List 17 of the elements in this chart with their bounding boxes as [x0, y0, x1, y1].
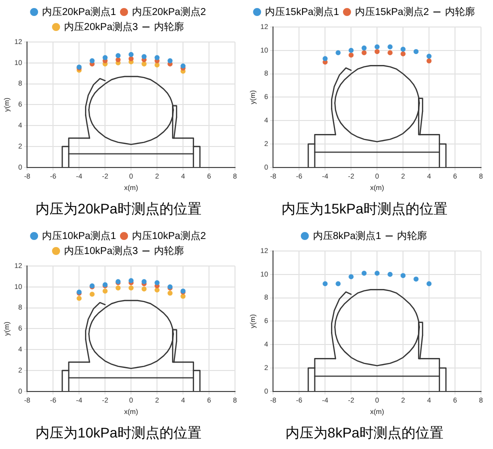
text: 内压为15kPa时测点的位置 [282, 200, 448, 216]
text: 内压为20kPa时测点的位置 [36, 200, 202, 216]
legend-label: 内轮廓 [154, 20, 184, 33]
legend-label: 内压10kPa测点3 [64, 244, 138, 257]
legend-label: 内压8kPa测点1 [312, 230, 382, 242]
legend-label: 内轮廓 [397, 230, 428, 242]
legend-label: 内压20kPa测点3 [64, 20, 138, 33]
legend-label: 内压15kPa测点1 [265, 6, 340, 18]
legend-label: 内轮廓 [154, 244, 184, 257]
legend-label: 内压20kPa测点1 [42, 6, 116, 18]
legend-label: 内轮廓 [444, 6, 475, 18]
legend-label: 内压10kPa测点2 [132, 230, 206, 242]
text: 内压为10kPa时测点的位置 [36, 424, 202, 440]
text: 内压为8kPa时测点的位置 [286, 424, 444, 440]
legend-label: 内压10kPa测点1 [42, 230, 116, 242]
legend-label: 内压20kPa测点2 [132, 6, 206, 18]
legend-label: 内压15kPa测点2 [355, 6, 430, 18]
